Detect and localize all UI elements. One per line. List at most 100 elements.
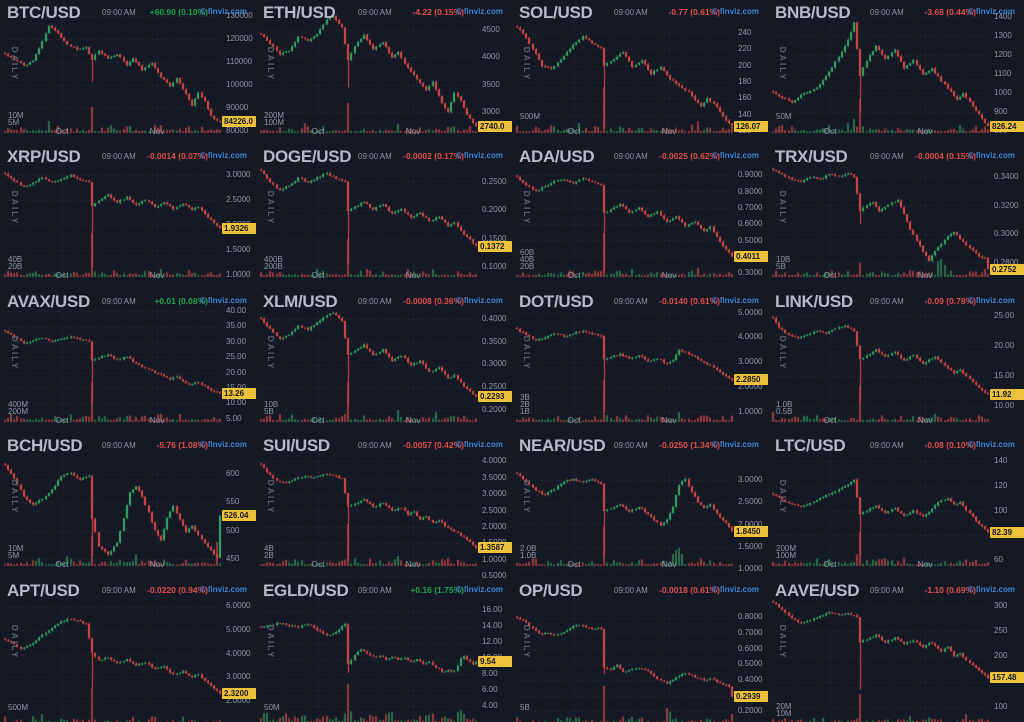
interval-watermark: DAILY (266, 191, 276, 226)
price-change-label: -0.0250 (1.34%) (659, 440, 720, 451)
x-axis-label-oct: Oct (567, 559, 581, 570)
interval-watermark: DAILY (10, 46, 20, 82)
chart-cell-dot-usd[interactable]: DOT/USD 09:00 AM -0.0140 (0.61%) © finviz.c… (512, 288, 768, 439)
x-axis-label-nov: Nov (149, 559, 165, 570)
y-axis-tick: 10.00 (226, 398, 247, 408)
finviz-copyright-link[interactable]: © finviz.com (199, 7, 247, 16)
y-axis-tick: 1000 (994, 88, 1012, 97)
volume-axis-tick: 0.5B (776, 406, 793, 416)
y-axis-tick: 3.0000 (482, 489, 507, 499)
volume-axis-tick: 3B (520, 392, 530, 402)
chart-cell-xrp-usd[interactable]: XRP/USD 09:00 AM -0.0014 (0.07%) © finviz.c… (0, 144, 256, 295)
y-axis-tick: 1.0000 (738, 564, 763, 574)
y-axis-tick: 1.5000 (738, 541, 763, 551)
volume-axis-tick: 100M (264, 118, 285, 127)
quote-time-label: 09:00 AM (358, 585, 392, 595)
chart-cell-apt-usd[interactable]: APT/USD 09:00 AM -0.0220 (0.94%) © finviz.c… (0, 577, 256, 722)
finviz-copyright-link[interactable]: © finviz.com (199, 151, 247, 161)
interval-watermark: DAILY (10, 335, 20, 371)
interval-watermark: DAILY (778, 479, 788, 515)
finviz-copyright-link[interactable]: © finviz.com (455, 440, 503, 450)
x-axis-label-nov: Nov (917, 270, 933, 281)
chart-cell-near-usd[interactable]: NEAR/USD 09:00 AM -0.0250 (1.34%) © finviz.… (512, 433, 768, 584)
finviz-copyright-link[interactable]: © finviz.com (711, 7, 759, 16)
finviz-copyright-link[interactable]: © finviz.com (967, 584, 1015, 594)
finviz-copyright-link[interactable]: © finviz.com (711, 151, 759, 161)
last-price-tag: 0.4011 (734, 251, 768, 263)
finviz-copyright-link[interactable]: © finviz.com (967, 7, 1015, 16)
finviz-copyright-link[interactable]: © finviz.com (711, 295, 759, 305)
y-axis-tick: 3000 (482, 106, 500, 116)
quote-time-label: 09:00 AM (614, 441, 648, 451)
x-axis-label-oct: Oct (55, 414, 69, 425)
finviz-copyright-link[interactable]: © finviz.com (455, 7, 503, 16)
volume-axis-tick: 40B (520, 255, 535, 265)
quote-time-label: 09:00 AM (102, 296, 136, 306)
y-axis-tick: 2.0000 (738, 519, 763, 529)
quote-time-label: 09:00 AM (614, 152, 648, 162)
y-axis-tick: 80000 (226, 126, 249, 135)
y-axis-tick: 30.00 (226, 336, 247, 346)
y-axis-tick: 0.5000 (738, 235, 763, 245)
y-axis-tick: 12.00 (482, 637, 503, 647)
finviz-copyright-link[interactable]: © finviz.com (199, 440, 247, 450)
ticker-symbol: AVAX/USD (7, 291, 90, 311)
y-axis-tick: 120 (994, 480, 1008, 490)
quote-time-label: 09:00 AM (358, 8, 392, 17)
volume-axis-tick: 5B (776, 262, 786, 272)
chart-cell-egld-usd[interactable]: EGLD/USD 09:00 AM +0.16 (1.75%) © finviz.co… (256, 577, 512, 722)
finviz-copyright-link[interactable]: © finviz.com (711, 584, 759, 594)
finviz-copyright-link[interactable]: © finviz.com (711, 440, 759, 450)
chart-cell-aave-usd[interactable]: AAVE/USD 09:00 AM -1.10 (0.69%) © finviz.co… (768, 577, 1024, 722)
finviz-copyright-link[interactable]: © finviz.com (455, 295, 503, 305)
finviz-copyright-link[interactable]: © finviz.com (967, 440, 1015, 450)
finviz-copyright-link[interactable]: © finviz.com (967, 295, 1015, 305)
candlestick-canvas-xrp-usd (0, 144, 256, 295)
y-axis-tick: 500 (226, 525, 240, 535)
chart-cell-doge-usd[interactable]: DOGE/USD 09:00 AM -0.0002 (0.17%) © finviz.… (256, 144, 512, 295)
finviz-copyright-link[interactable]: © finviz.com (967, 151, 1015, 161)
chart-cell-sui-usd[interactable]: SUI/USD 09:00 AM -0.0057 (0.42%) © finviz.c… (256, 433, 512, 584)
chart-cell-ltc-usd[interactable]: LTC/USD 09:00 AM -0.08 (0.10%) © finviz.com… (768, 433, 1024, 584)
quote-time-label: 09:00 AM (870, 152, 904, 162)
finviz-copyright-link[interactable]: © finviz.com (455, 151, 503, 161)
y-axis-tick: 15.00 (994, 370, 1015, 380)
price-change-label: -0.0057 (0.42%) (403, 440, 464, 451)
quote-time-label: 09:00 AM (358, 296, 392, 306)
y-axis-tick: 4000 (482, 52, 500, 62)
price-change-label: -1.10 (0.69%) (924, 584, 977, 595)
x-axis-label-nov: Nov (917, 414, 933, 425)
chart-cell-xlm-usd[interactable]: XLM/USD 09:00 AM -0.0008 (0.36%) © finviz.c… (256, 288, 512, 439)
chart-cell-trx-usd[interactable]: TRX/USD 09:00 AM -0.0004 (0.15%) © finviz.c… (768, 144, 1024, 295)
chart-cell-link-usd[interactable]: LINK/USD 09:00 AM -0.09 (0.78%) © finviz.co… (768, 288, 1024, 439)
quote-time-label: 09:00 AM (614, 8, 648, 17)
chart-cell-bch-usd[interactable]: BCH/USD 09:00 AM -5.76 (1.08%) © finviz.com… (0, 433, 256, 584)
chart-cell-op-usd[interactable]: OP/USD 09:00 AM -0.0018 (0.61%) © finviz.co… (512, 577, 768, 722)
finviz-copyright-link[interactable]: © finviz.com (199, 584, 247, 594)
last-price-tag: 0.2752 (990, 263, 1024, 275)
price-change-label: -3.68 (0.44%) (924, 7, 977, 17)
y-axis-tick: 1200 (994, 50, 1012, 59)
y-axis-tick: 1100 (994, 69, 1012, 78)
y-axis-tick: 0.2000 (738, 705, 763, 715)
candlestick-canvas-sui-usd (256, 433, 512, 584)
y-axis-tick: 60 (994, 555, 1003, 565)
chart-cell-bnb-usd[interactable]: BNB/USD 09:00 AM -3.68 (0.44%) © finviz.com… (768, 0, 1024, 150)
chart-cell-btc-usd[interactable]: BTC/USD 09:00 AM +60.90 (0.10%) © finviz.co… (0, 0, 256, 150)
finviz-copyright-link[interactable]: © finviz.com (455, 584, 503, 594)
chart-cell-avax-usd[interactable]: AVAX/USD 09:00 AM +0.01 (0.08%) © finviz.co… (0, 288, 256, 439)
y-axis-tick: 16.00 (482, 605, 503, 615)
chart-cell-sol-usd[interactable]: SOL/USD 09:00 AM -0.77 (0.61%) © finviz.com… (512, 0, 768, 150)
volume-axis-tick: 50M (776, 112, 792, 121)
y-axis-tick: 0.8000 (738, 186, 763, 196)
y-axis-tick: 0.3500 (482, 336, 507, 346)
y-axis-tick: 2.5000 (482, 505, 507, 515)
y-axis-tick: 4.0000 (482, 456, 507, 466)
finviz-copyright-link[interactable]: © finviz.com (199, 295, 247, 305)
chart-cell-ada-usd[interactable]: ADA/USD 09:00 AM -0.0025 (0.62%) © finviz.c… (512, 144, 768, 295)
chart-cell-eth-usd[interactable]: ETH/USD 09:00 AM -4.22 (0.15%) © finviz.com… (256, 0, 512, 150)
candlestick-canvas-bnb-usd (768, 0, 1024, 150)
volume-axis-tick: 10M (776, 708, 792, 718)
y-axis-tick: 0.7000 (738, 203, 763, 213)
y-axis-tick: 5.00 (226, 413, 242, 423)
